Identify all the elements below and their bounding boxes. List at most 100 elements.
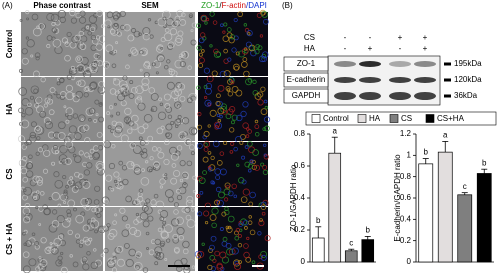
texture — [30, 54, 34, 58]
y-tick-label: 0.6 — [400, 193, 412, 202]
texture — [233, 259, 241, 267]
texture — [163, 139, 170, 146]
header-part: ZO-1 — [201, 1, 220, 10]
texture — [171, 20, 179, 28]
texture — [244, 145, 249, 149]
texture — [211, 70, 218, 77]
texture — [251, 260, 256, 265]
texture — [174, 59, 184, 69]
band — [359, 61, 381, 67]
treatment-sign: - — [369, 33, 372, 42]
texture — [260, 250, 268, 258]
texture — [247, 129, 252, 134]
texture — [135, 212, 140, 217]
texture — [80, 211, 86, 217]
texture — [125, 117, 129, 121]
texture — [181, 171, 189, 179]
texture — [176, 118, 182, 123]
texture — [234, 262, 242, 271]
texture — [173, 97, 178, 102]
texture — [243, 220, 249, 226]
texture — [153, 193, 159, 199]
texture — [225, 86, 231, 92]
texture — [163, 158, 170, 166]
texture — [79, 16, 87, 24]
band — [359, 92, 381, 100]
band — [334, 61, 356, 67]
texture — [53, 27, 60, 34]
texture — [225, 242, 232, 249]
texture — [90, 219, 100, 229]
significance-letter: b — [366, 226, 371, 235]
texture — [262, 164, 268, 170]
texture — [242, 122, 249, 129]
bar — [437, 151, 453, 263]
texture — [159, 102, 164, 107]
texture — [56, 94, 61, 99]
texture — [207, 102, 211, 106]
y-tick-label: 0.4 — [294, 193, 306, 202]
texture — [264, 235, 271, 242]
texture — [240, 196, 248, 204]
texture — [75, 55, 83, 63]
texture — [113, 128, 122, 138]
texture — [167, 41, 175, 49]
texture — [174, 37, 183, 46]
texture — [260, 162, 265, 167]
texture — [86, 251, 91, 256]
texture — [241, 48, 249, 55]
y-tick-label: 0.6 — [294, 161, 306, 170]
texture — [21, 112, 26, 118]
texture — [236, 114, 243, 122]
texture — [135, 85, 144, 95]
texture — [79, 239, 84, 244]
texture — [74, 181, 83, 190]
texture — [83, 86, 89, 92]
texture — [262, 169, 269, 175]
texture — [259, 34, 264, 38]
texture — [138, 32, 142, 37]
texture — [257, 91, 264, 98]
texture — [90, 217, 96, 223]
texture — [51, 161, 56, 166]
texture — [37, 147, 44, 153]
texture — [247, 78, 253, 83]
texture — [94, 185, 101, 192]
texture — [261, 51, 269, 58]
texture — [133, 229, 142, 238]
texture — [100, 253, 105, 258]
texture — [143, 61, 150, 69]
texture — [122, 75, 128, 81]
texture — [254, 119, 259, 124]
texture — [243, 226, 248, 230]
texture — [145, 231, 150, 236]
texture — [155, 45, 164, 53]
texture — [119, 86, 128, 94]
texture — [56, 214, 65, 224]
texture — [25, 36, 30, 40]
texture — [237, 11, 243, 18]
texture — [74, 185, 79, 190]
texture — [48, 196, 52, 201]
texture — [81, 118, 84, 122]
column-header: SEM — [141, 1, 159, 10]
texture — [223, 48, 228, 54]
texture — [223, 188, 231, 196]
texture — [238, 222, 243, 227]
texture — [178, 235, 184, 241]
texture — [196, 45, 202, 51]
band — [414, 61, 436, 67]
texture — [200, 49, 205, 53]
texture — [61, 218, 71, 228]
texture — [64, 157, 72, 165]
texture — [53, 131, 61, 139]
texture — [182, 182, 188, 188]
texture — [254, 124, 260, 130]
texture — [22, 194, 28, 201]
texture — [137, 126, 146, 134]
y-tick-label: 0 — [407, 257, 412, 266]
texture — [125, 258, 134, 268]
texture — [58, 77, 65, 84]
kda-marker — [444, 78, 451, 82]
texture — [229, 127, 235, 133]
